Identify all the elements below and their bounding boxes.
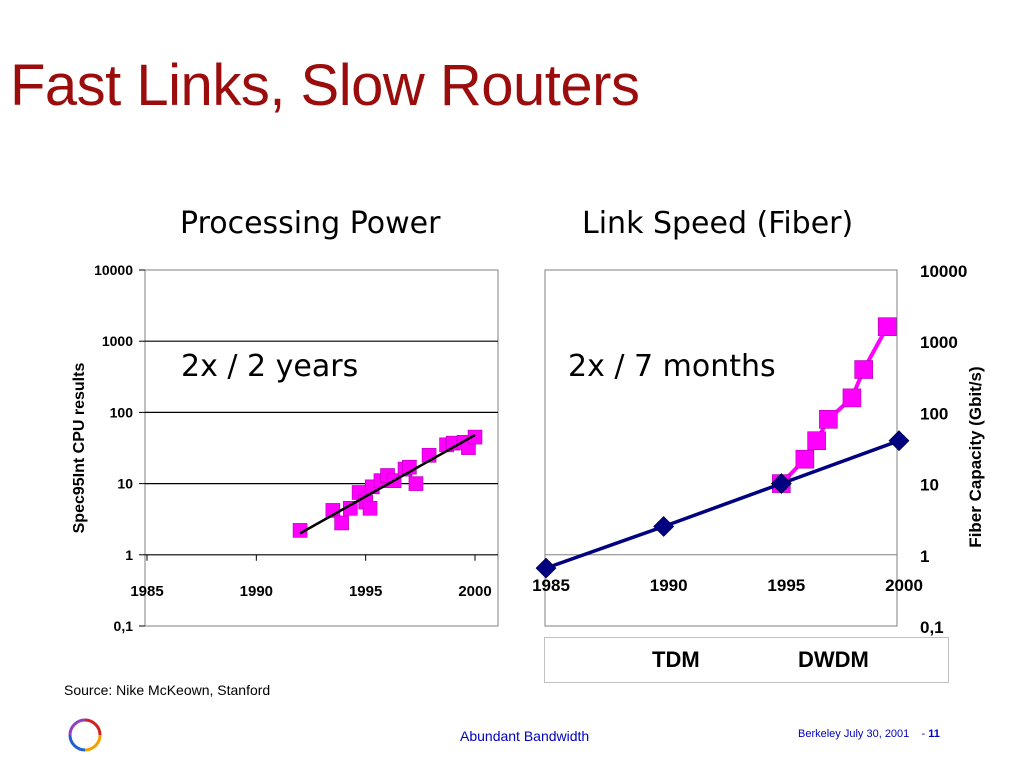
chart2-plot-area [544, 269, 898, 627]
chart2-x-tick-label: 1995 [767, 576, 805, 595]
chart2-y-tick-label: 100 [920, 404, 948, 423]
chart2-y-tick-label: 1 [920, 547, 929, 566]
legend-label-tdm: TDM [652, 647, 700, 672]
chart2-x-tick-label: 2000 [885, 576, 923, 595]
chart1-data-point [362, 500, 378, 516]
chart2-tdm-point [535, 557, 557, 579]
chart1-y-axis-label: Spec95Int CPU results [71, 362, 88, 534]
chart2-dwdm-point [819, 409, 838, 429]
chart2-x-tick-label: 1990 [650, 576, 688, 595]
chart2-tdm-point [770, 473, 792, 495]
legend-label-dwdm: DWDM [798, 647, 869, 672]
chart1-plot-area [144, 269, 499, 627]
chart1-data-point [467, 429, 483, 445]
chart1-x-tick-label: 1995 [349, 583, 382, 600]
chart1-x-tick-label: 1990 [240, 583, 273, 600]
chart1-trend-line [299, 434, 476, 535]
chart1-title: Processing Power [180, 206, 441, 241]
footer-date: Berkeley July 30, 2001 [798, 728, 910, 740]
chart2-tdm-point [888, 430, 910, 452]
chart2-annotation: 2x / 7 months [568, 349, 776, 384]
slide-title: Fast Links, Slow Routers [10, 53, 640, 118]
chart2-dwdm-point [795, 449, 815, 469]
chart1-data-point [408, 476, 424, 491]
chart1-y-tick-label: 1 [125, 547, 133, 563]
chart2-y-tick-label: 1000 [920, 333, 958, 352]
source-note: Source: Nike McKeown, Stanford [64, 682, 271, 698]
chart1-y-tick-label: 0,1 [114, 618, 134, 634]
chart2-y-axis-label: Fiber Capacity (Gbit/s) [966, 366, 985, 548]
chart1-y-tick-label: 10 [117, 476, 133, 492]
chart1-annotation: 2x / 2 years [181, 349, 359, 384]
chart2-y-tick-label: 0,1 [920, 618, 944, 637]
chart1-x-tick-label: 2000 [458, 583, 491, 600]
footer-info: Berkeley July 30, 2001 - 11 [798, 728, 940, 740]
chart2-legend [544, 637, 949, 683]
chart2-dwdm-point [807, 431, 826, 451]
chart1-data-point [334, 515, 349, 531]
chart1-y-tick-label: 10000 [94, 262, 133, 278]
footer-title: Abundant Bandwidth [460, 728, 590, 744]
chart1-x-tick-label: 1985 [130, 583, 163, 600]
circle-logo-icon [68, 718, 102, 752]
chart2-series-line-tdm [545, 439, 900, 570]
footer-dash: - [921, 728, 926, 740]
chart1-y-tick-label: 1000 [102, 333, 133, 349]
chart2-y-tick-label: 10000 [920, 262, 967, 281]
chart2-y-tick-label: 10 [920, 476, 939, 495]
chart2-dwdm-point [854, 360, 874, 379]
page-number: 11 [928, 728, 940, 740]
chart2-x-tick-label: 1985 [532, 576, 570, 595]
chart2-title: Link Speed (Fiber) [582, 206, 854, 241]
chart2-dwdm-point [877, 317, 897, 336]
chart1-y-tick-label: 100 [110, 404, 134, 420]
chart2-tdm-point [653, 516, 675, 537]
chart2-dwdm-point [842, 388, 862, 408]
